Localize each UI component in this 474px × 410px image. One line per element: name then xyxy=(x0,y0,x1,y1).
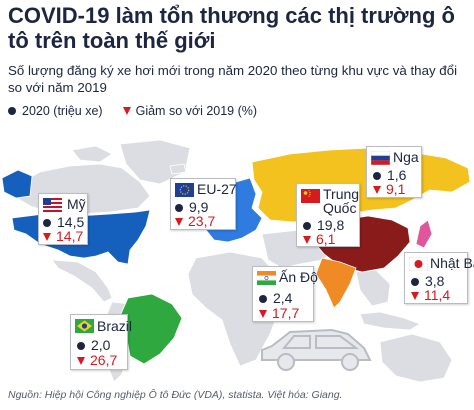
decline-row-brazil: 26,7 xyxy=(77,353,117,368)
russia-flag-icon xyxy=(371,151,390,165)
region-name-usa: Mỹ xyxy=(67,196,86,212)
down-triangle-icon xyxy=(175,217,183,226)
down-triangle-icon xyxy=(373,185,381,194)
dot-icon xyxy=(8,107,16,115)
legend: 2020 (triệu xe) Giảm so với 2019 (%) xyxy=(8,104,277,118)
value-row-japan: 3,8 xyxy=(411,274,444,289)
region-name-eu27: EU-27 xyxy=(197,181,237,197)
value-row-russia: 1,6 xyxy=(373,168,406,183)
decline-row-russia: 9,1 xyxy=(373,182,405,197)
value-eu27: 9,9 xyxy=(189,199,209,215)
japan-flag-icon xyxy=(409,257,428,271)
region-name-china: Trung Quốc xyxy=(323,186,360,216)
decline-japan: 11,4 xyxy=(424,287,451,303)
decline-brazil: 26,7 xyxy=(90,352,118,368)
dot-icon xyxy=(259,294,267,303)
region-name-india: Ấn Độ xyxy=(279,269,318,285)
value-india: 2,4 xyxy=(273,290,293,306)
legend-label-decline: Giảm so với 2019 (%) xyxy=(135,104,258,118)
china-flag-icon xyxy=(301,189,320,203)
decline-russia: 9,1 xyxy=(386,181,406,197)
value-japan: 3,8 xyxy=(425,273,445,289)
chart-title: COVID-19 làm tổn thương các thị trường ô… xyxy=(8,3,455,53)
region-japan xyxy=(415,219,433,249)
legend-item-decline: Giảm so với 2019 (%) xyxy=(122,104,258,118)
value-row-eu27: 9,9 xyxy=(175,200,208,215)
down-triangle-icon xyxy=(303,235,311,244)
car-icon xyxy=(261,328,372,371)
dot-icon xyxy=(303,221,311,230)
card-india: Ấn Độ 2,4 17,7 xyxy=(252,266,318,322)
region-name-brazil: Brazil xyxy=(97,318,133,334)
value-row-brazil: 2,0 xyxy=(77,338,110,353)
value-row-india: 2,4 xyxy=(259,291,292,306)
decline-india: 17,7 xyxy=(272,305,300,321)
legend-label-volume: 2020 (triệu xe) xyxy=(22,104,103,118)
value-row-usa: 14,5 xyxy=(43,215,84,230)
decline-row-usa: 14,7 xyxy=(43,229,83,244)
region-russia xyxy=(251,147,471,223)
card-usa: Mỹ 14,5 14,7 xyxy=(38,193,88,245)
dot-icon xyxy=(175,203,183,212)
source-note: Nguồn: Hiệp hội Công nghiệp Ô tô Đức (VD… xyxy=(8,389,343,401)
decline-row-japan: 11,4 xyxy=(411,288,450,303)
decline-usa: 14,7 xyxy=(56,228,84,244)
card-russia: Nga 1,6 9,1 xyxy=(366,146,422,198)
decline-china: 6,1 xyxy=(316,231,336,247)
card-china: Trung Quốc 19,8 6,1 xyxy=(296,183,360,247)
brazil-flag-icon xyxy=(75,319,94,333)
legend-item-volume: 2020 (triệu xe) xyxy=(8,104,103,118)
dot-icon xyxy=(77,341,85,350)
card-eu27: EU-27 9,9 23,7 xyxy=(170,178,237,230)
dot-icon xyxy=(373,171,381,180)
value-row-china: 19,8 xyxy=(303,218,344,233)
india-flag-icon xyxy=(257,271,276,285)
dot-icon xyxy=(43,218,51,227)
down-triangle-icon xyxy=(77,356,85,365)
region-india xyxy=(315,257,357,309)
down-triangle-icon xyxy=(259,309,267,318)
decline-eu27: 23,7 xyxy=(188,213,216,229)
region-alaska xyxy=(1,169,33,199)
value-russia: 1,6 xyxy=(387,167,407,183)
region-name-japan: Nhật Bản xyxy=(430,255,474,271)
us-flag-icon xyxy=(43,198,62,212)
region-name-russia: Nga xyxy=(393,149,419,165)
dot-icon xyxy=(411,277,419,286)
down-triangle-icon xyxy=(411,291,419,300)
value-brazil: 2,0 xyxy=(91,337,111,353)
eu-flag-icon xyxy=(175,183,194,197)
value-usa: 14,5 xyxy=(57,214,85,230)
chart-subtitle: Số lượng đăng ký xe hơi mới trong năm 20… xyxy=(8,63,458,95)
down-triangle-icon xyxy=(43,232,51,241)
decline-row-eu27: 23,7 xyxy=(175,214,215,229)
decline-row-china: 6,1 xyxy=(303,232,335,247)
down-triangle-icon xyxy=(122,107,131,115)
card-brazil: Brazil 2,0 26,7 xyxy=(70,314,132,370)
card-japan: Nhật Bản 3,8 11,4 xyxy=(404,252,474,304)
decline-row-india: 17,7 xyxy=(259,306,299,321)
value-china: 19,8 xyxy=(317,217,345,233)
